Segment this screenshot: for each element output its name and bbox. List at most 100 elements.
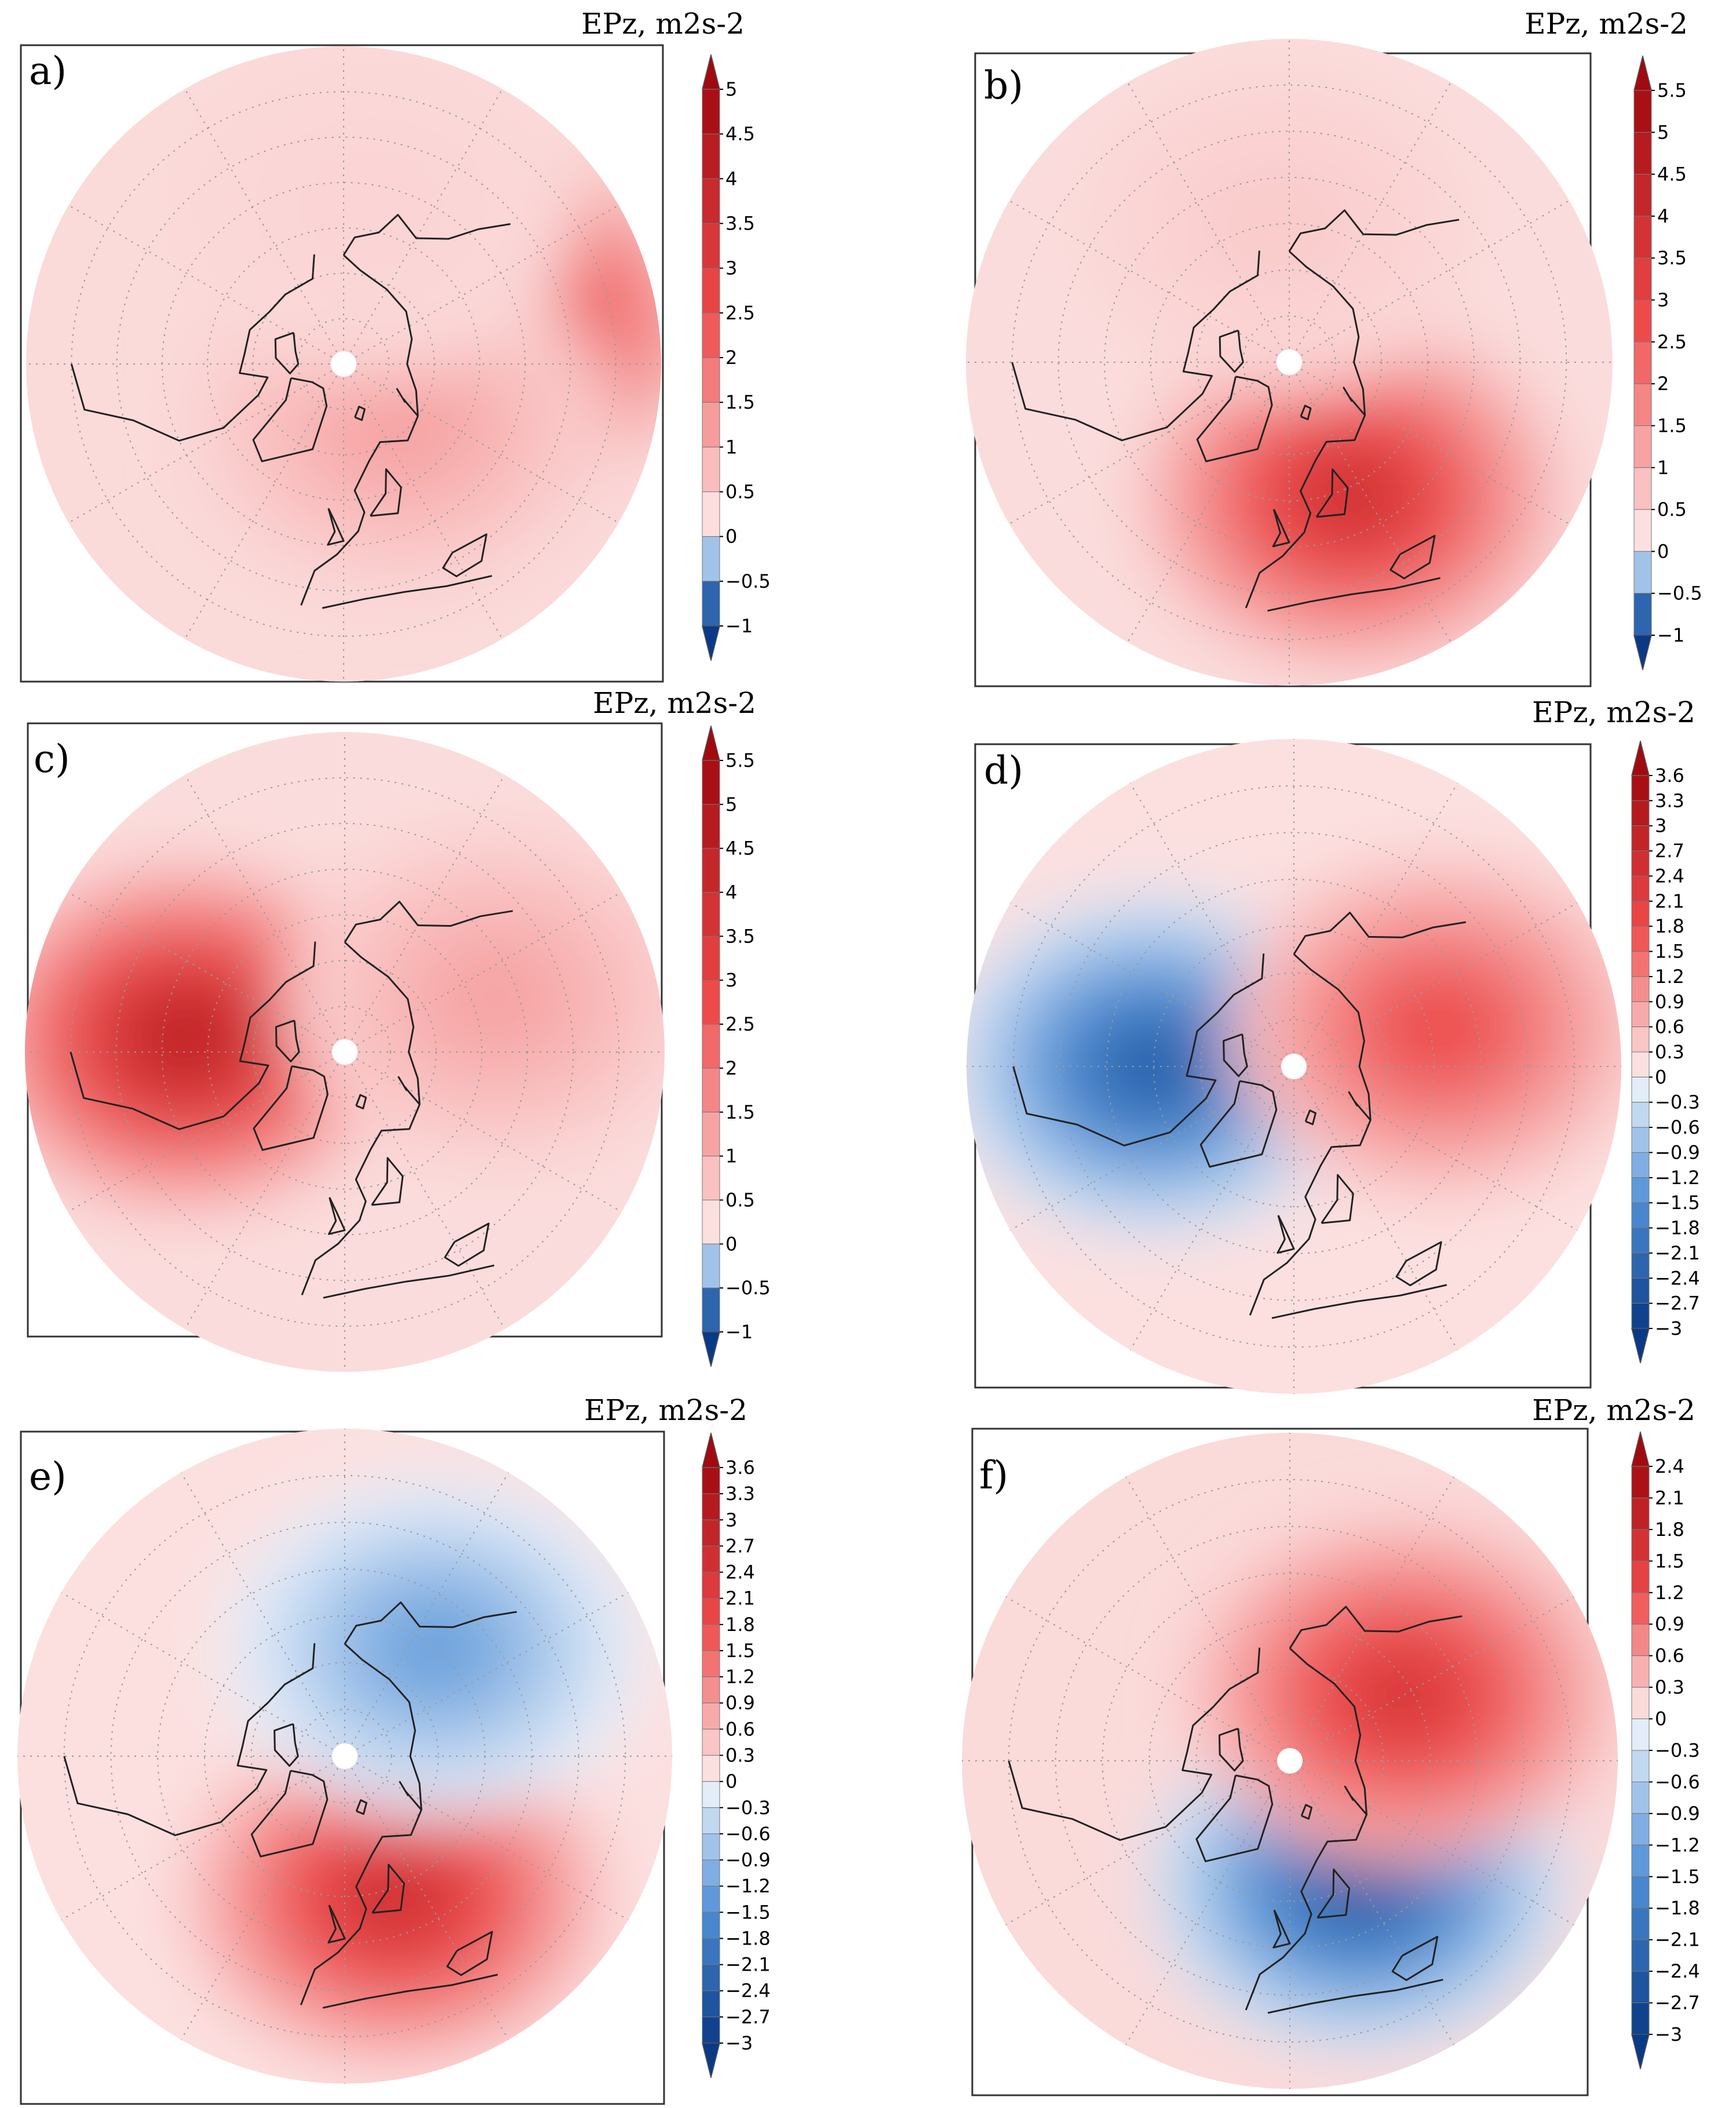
coastline xyxy=(1011,250,1260,442)
colorbar-segment xyxy=(702,1199,720,1244)
colorbar-tick-label: 3.6 xyxy=(725,1457,755,1479)
meridian xyxy=(180,1472,345,1757)
coastline xyxy=(1008,1647,1261,1841)
coastline xyxy=(371,1157,404,1206)
colorbar-segment xyxy=(1631,1844,1650,1877)
colorbar-tick-label: −2.7 xyxy=(1655,1992,1700,2014)
colorbar-segment xyxy=(1631,1750,1650,1782)
coastline xyxy=(1267,577,1440,612)
colorbar-segment xyxy=(702,1755,720,1782)
coastline xyxy=(446,1931,493,1976)
colorbar-tick-label: −2.7 xyxy=(725,2006,771,2028)
colorbar-min-triangle xyxy=(1631,2034,1650,2070)
colorbar-segment xyxy=(702,446,720,492)
panel-b-svg: b) 5.5 5 4.5 4 3.5 3 2.5 2 1.5 1 0.5 0 −0.5 −1 EPz, m2s… xyxy=(966,7,1702,687)
colorbar-max-triangle xyxy=(1631,740,1650,776)
colorbar-tick-label: 1.2 xyxy=(1655,1582,1684,1604)
colorbar-tick-label: 0.3 xyxy=(1655,1041,1684,1063)
panel-c: c) 5.5 5 4.5 4 3.5 3 2.5 2 1.5 1 0.5 0 −0.5 −1 EPz, m2s… xyxy=(0,686,868,1397)
colorbar-tick-label: 2.5 xyxy=(725,1013,755,1035)
map-field xyxy=(17,1429,672,2084)
colorbar-tick-label: 1.5 xyxy=(725,1640,755,1662)
anomaly-eastern-siberia xyxy=(1361,1661,1446,1730)
coastline xyxy=(369,468,402,517)
coastlines xyxy=(1012,912,1467,1319)
coastline xyxy=(1271,1284,1447,1319)
colorbar-tick-label: −2.4 xyxy=(1655,1960,1700,1982)
anomaly-siberia xyxy=(452,963,538,1032)
meridian xyxy=(1009,200,1290,363)
colorbar-tick-label: 1.8 xyxy=(1655,915,1684,937)
colorbar-segment xyxy=(702,1243,720,1288)
coastline xyxy=(323,1264,495,1299)
colorbar-segment xyxy=(1631,1466,1650,1498)
colorbar: 2.4 2.1 1.8 1.5 1.2 0.9 0.6 0.3 0 −0.3 −0.6 −0.9 −1.… xyxy=(1631,1431,1700,2070)
coastlines xyxy=(70,901,513,1299)
coastlines xyxy=(70,214,511,609)
coastline xyxy=(322,575,493,609)
coastline xyxy=(322,1974,498,2009)
coastline xyxy=(252,377,328,463)
colorbar-segment xyxy=(702,2016,720,2044)
colorbar-tick-label: −1 xyxy=(1657,624,1684,646)
colorbar-tick-label: 5.5 xyxy=(1657,79,1687,101)
panel-label: d) xyxy=(984,748,1023,793)
colorbar-tick-label: 0.5 xyxy=(725,481,755,503)
coastline xyxy=(442,533,488,577)
colorbar-segment xyxy=(1631,1001,1650,1028)
colorbar-segment xyxy=(1631,1152,1650,1178)
colorbar-tick-label: 3.6 xyxy=(1655,764,1684,787)
anomaly-barents-sea xyxy=(359,387,444,457)
colorbar-segment xyxy=(702,1493,720,1520)
colorbar-max-triangle xyxy=(1633,55,1652,91)
colorbar-title: EPz, m2s-2 xyxy=(593,686,756,720)
colorbar-segment xyxy=(702,1859,720,1887)
meridian xyxy=(180,1756,345,2040)
colorbar-segment xyxy=(1633,174,1652,217)
graticule xyxy=(966,39,1613,686)
meridian xyxy=(184,88,344,365)
latitude-circle xyxy=(1196,269,1383,456)
latitude-circle xyxy=(207,227,480,501)
coastline xyxy=(70,941,316,1130)
latitude-circle xyxy=(157,1568,533,1944)
colorbar-tick-label: 2 xyxy=(725,1057,737,1079)
colorbar-tick-label: 2.5 xyxy=(725,302,755,324)
colorbar-tick-label: 2.1 xyxy=(1655,1487,1684,1509)
colorbar-segment xyxy=(1631,850,1650,876)
coastline xyxy=(1219,329,1244,373)
colorbar-segment xyxy=(1633,425,1652,468)
colorbar-segment xyxy=(1631,1592,1650,1625)
coastline xyxy=(250,1770,329,1858)
colorbar-tick-label: 3 xyxy=(1655,815,1666,837)
colorbar-segment xyxy=(702,1676,720,1703)
colorbar-tick-label: 1.5 xyxy=(1657,414,1687,436)
colorbar-segment xyxy=(1631,1026,1650,1053)
latitude-circle xyxy=(207,914,483,1190)
colorbar-segment xyxy=(1631,1971,1650,2004)
colorbar-tick-label: 3.3 xyxy=(725,1483,755,1505)
colorbar-title: EPz, m2s-2 xyxy=(581,7,745,41)
latitude-circle xyxy=(70,777,620,1327)
colorbar-title: EPz, m2s-2 xyxy=(1525,7,1688,41)
colorbar-segment xyxy=(702,1024,720,1069)
colorbar-min-triangle xyxy=(702,625,720,661)
colorbar-tick-label: 0.6 xyxy=(725,1718,755,1740)
coastline xyxy=(396,388,419,417)
colorbar-tick-label: −1.5 xyxy=(1655,1866,1700,1888)
colorbar-tick-label: 0.6 xyxy=(1655,1016,1684,1038)
colorbar-segment xyxy=(1633,257,1652,301)
colorbar-tick-label: −3 xyxy=(1655,1317,1682,1339)
panel-label: e) xyxy=(29,1454,67,1499)
colorbar-tick-label: 0.5 xyxy=(725,1189,755,1211)
coastline xyxy=(327,508,345,546)
colorbar-tick-label: −0.5 xyxy=(725,570,771,592)
colorbar-segment xyxy=(702,1885,720,1913)
colorbar-segment xyxy=(702,1156,720,1200)
panel-e: e) 3.6 3.3 3 2.7 2.4 2.1 1.8 1.5 1.2 0.9 0.6 0.3 0 −0.… xyxy=(0,1393,868,2108)
colorbar-tick-label: −2.1 xyxy=(725,1954,771,1976)
meridian xyxy=(1293,1066,1578,1231)
meridian xyxy=(343,363,619,523)
colorbar-title: EPz, m2s-2 xyxy=(584,1393,747,1427)
colorbar-segment xyxy=(702,402,720,447)
